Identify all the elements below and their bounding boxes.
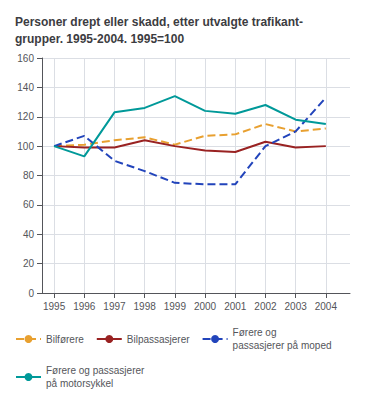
svg-text:Bilpassasjerer: Bilpassasjerer: [127, 334, 190, 345]
svg-text:2001: 2001: [224, 301, 247, 312]
svg-text:på motorsykkel: på motorsykkel: [46, 378, 113, 389]
svg-text:60: 60: [23, 199, 35, 210]
svg-text:140: 140: [17, 82, 34, 93]
svg-text:2000: 2000: [194, 301, 217, 312]
svg-text:80: 80: [23, 170, 35, 181]
svg-text:2004: 2004: [315, 301, 338, 312]
svg-text:2002: 2002: [254, 301, 277, 312]
svg-text:40: 40: [23, 229, 35, 240]
svg-text:100: 100: [17, 141, 34, 152]
svg-text:Personer drept eller skadd, et: Personer drept eller skadd, etter utvalg…: [15, 15, 303, 29]
svg-text:0: 0: [28, 288, 34, 299]
svg-text:Førere og passasjerer: Førere og passasjerer: [46, 365, 145, 376]
svg-text:120: 120: [17, 111, 34, 122]
svg-text:2003: 2003: [285, 301, 308, 312]
svg-text:1995: 1995: [43, 301, 66, 312]
svg-text:Førere og: Førere og: [233, 327, 277, 338]
svg-text:grupper. 1995-2004. 1995=100: grupper. 1995-2004. 1995=100: [15, 32, 184, 46]
svg-text:1997: 1997: [103, 301, 126, 312]
svg-text:1998: 1998: [134, 301, 157, 312]
svg-text:20: 20: [23, 258, 35, 269]
svg-text:passasjerer på moped: passasjerer på moped: [233, 340, 332, 351]
svg-text:1999: 1999: [164, 301, 187, 312]
svg-text:Bilførere: Bilførere: [46, 334, 84, 345]
svg-text:1996: 1996: [73, 301, 96, 312]
svg-text:160: 160: [17, 53, 34, 64]
